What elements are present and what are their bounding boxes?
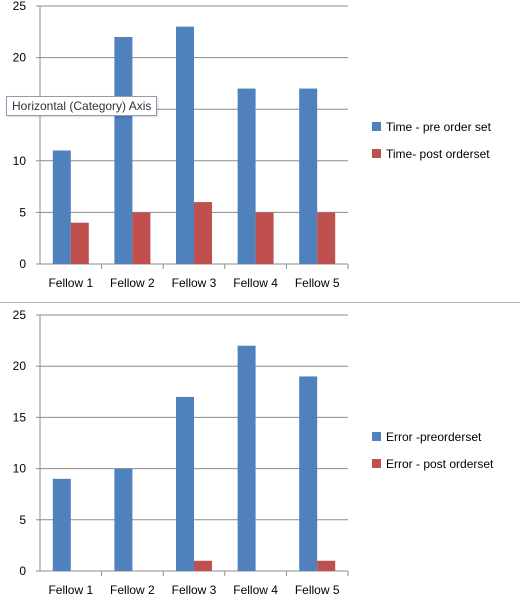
y-tick-label: 15 [13,410,27,424]
bar-pre [52,478,71,571]
bar-pre [299,88,318,264]
y-tick-label: 5 [19,205,26,219]
chart-panel-error: 0 5 10 15 20 25 Fellow 1 Fellow 2 Fellow 3 Fellow… [0,303,520,612]
x-tick-label: Fellow 3 [172,583,217,597]
bar-pre [114,36,133,265]
bar-post [317,212,336,264]
x-tick-label: Fellow 2 [110,583,155,597]
axis-tooltip: Horizontal (Category) Axis [6,96,158,116]
error-bar-chart: 0 5 10 15 20 25 Fellow 1 Fellow 2 Fellow 3 Fellow… [13,308,494,597]
bar-post [194,560,212,571]
bar-post [132,212,151,264]
bar-pre [52,150,71,264]
legend-label: Error -preorderset [386,430,482,444]
y-tick-label: 20 [13,51,27,65]
y-tick-label: 25 [13,308,27,322]
y-tick-label: 0 [19,257,26,271]
x-tick-label: Fellow 1 [48,276,93,290]
bar-post [255,212,274,264]
bar-pre [299,376,318,571]
legend-swatch [372,459,381,468]
bar-pre [176,26,194,264]
bar-pre [237,88,256,264]
legend-label: Time- post orderset [386,147,490,161]
x-tick-label: Fellow 2 [110,276,155,290]
y-tick-label: 25 [13,0,27,13]
bar-post [70,222,89,264]
x-tick-label: Fellow 3 [172,276,217,290]
y-tick-label: 0 [19,564,26,578]
legend-label: Error - post orderset [386,457,494,471]
legend-swatch [372,122,381,131]
y-tick-label: 5 [19,513,26,527]
bar-pre [114,468,133,571]
legend-swatch [372,149,381,158]
bar-post [317,560,336,571]
bar-pre [176,396,194,571]
bar-post [194,202,212,264]
y-tick-label: 20 [13,359,27,373]
legend-swatch [372,432,381,441]
legend-label: Time - pre order set [386,120,492,134]
bar-pre [237,345,256,571]
y-tick-label: 10 [13,154,27,168]
y-tick-label: 10 [13,462,27,476]
x-tick-label: Fellow 5 [295,276,340,290]
x-tick-label: Fellow 4 [233,276,278,290]
x-tick-label: Fellow 1 [48,583,93,597]
x-tick-label: Fellow 4 [233,583,278,597]
x-tick-label: Fellow 5 [295,583,340,597]
